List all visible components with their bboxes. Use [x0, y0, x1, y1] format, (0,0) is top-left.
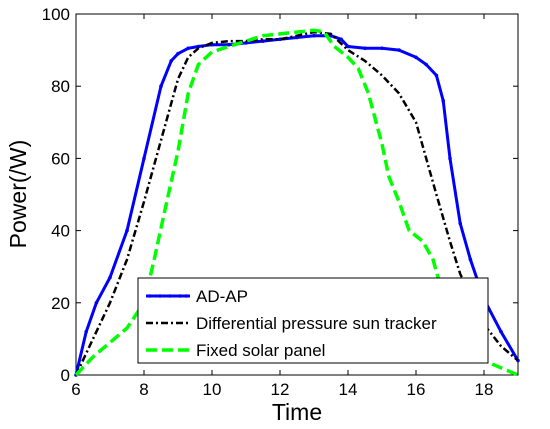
- data-point: [434, 73, 439, 78]
- data-point: [125, 228, 129, 233]
- y-tick-label: 80: [51, 77, 70, 96]
- x-tick-label: 10: [203, 380, 222, 399]
- data-point: [227, 42, 231, 47]
- axis-ticks: 6 8 10 12 14 16 18 0 20 40 60 80 100: [42, 5, 518, 399]
- x-tick-label: 8: [139, 380, 148, 399]
- y-tick-label: 40: [51, 222, 70, 241]
- data-point: [84, 329, 88, 334]
- legend-label-0: AD-AP: [196, 287, 248, 306]
- data-point: [499, 329, 503, 334]
- y-tick-label: 20: [51, 294, 70, 313]
- legend-box: [137, 277, 489, 364]
- data-point: [159, 84, 163, 88]
- data-point: [196, 44, 201, 49]
- data-point: [448, 156, 452, 161]
- x-tick-label: 18: [475, 380, 494, 399]
- x-tick-label: 12: [271, 380, 290, 399]
- data-point: [176, 51, 180, 56]
- data-point: [312, 33, 316, 38]
- legend-marker: [158, 294, 162, 298]
- data-point: [346, 44, 350, 49]
- data-point: [339, 37, 344, 42]
- y-tick-label: 100: [42, 5, 70, 24]
- legend-marker: [178, 294, 182, 298]
- data-point: [397, 48, 401, 52]
- series-line-1: [74, 30, 519, 376]
- y-tick-label: 60: [51, 149, 70, 168]
- data-point: [414, 55, 418, 60]
- y-tick-label: 0: [61, 366, 70, 385]
- data-point: [186, 46, 190, 51]
- data-point: [363, 46, 367, 51]
- data-point: [108, 275, 112, 280]
- data-point: [142, 156, 146, 161]
- data-point: [424, 62, 429, 67]
- data-point: [468, 257, 473, 262]
- x-axis-label: Time: [272, 399, 322, 425]
- legend-marker: [168, 294, 172, 298]
- legend: AD-AP Differential pressure sun tracker Fi…: [137, 277, 489, 364]
- data-point: [458, 221, 463, 226]
- legend-label-1: Differential pressure sun tracker: [196, 314, 437, 333]
- legend-marker: [148, 294, 152, 298]
- x-tick-label: 16: [407, 380, 426, 399]
- legend-label-2: Fixed solar panel: [196, 341, 325, 360]
- data-point: [169, 59, 173, 63]
- data-point: [94, 301, 99, 305]
- data-point: [441, 98, 446, 103]
- x-tick-label: 6: [71, 380, 80, 399]
- legend-marker: [184, 294, 188, 298]
- series-line-0: [74, 34, 520, 376]
- y-axis-label: Power(/W): [5, 140, 31, 249]
- x-tick-label: 14: [339, 380, 358, 399]
- data-point: [380, 46, 384, 51]
